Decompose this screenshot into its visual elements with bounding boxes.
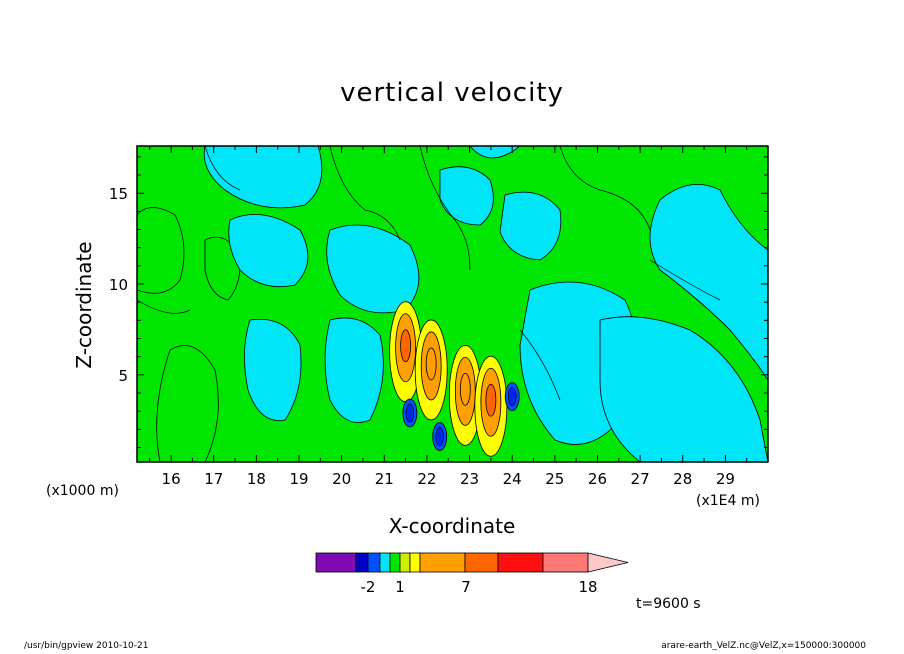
x-tick-label: 16 xyxy=(162,470,181,488)
updraft-region xyxy=(137,207,185,294)
colorbar-box xyxy=(399,552,411,573)
downdraft-core xyxy=(507,387,517,406)
x-tick-label: 26 xyxy=(588,470,607,488)
updraft-region xyxy=(156,345,219,462)
updraft-region xyxy=(204,236,241,301)
x-axis-ticks: 16 17 18 19 20 21 22 23 24 25 26 27 28 29 xyxy=(149,146,748,488)
colorbar-box xyxy=(542,552,589,573)
colorbar-box xyxy=(379,552,391,573)
time-label: t=9600 s xyxy=(636,596,701,612)
colorbar-box xyxy=(419,552,466,573)
downdraft-region xyxy=(439,166,494,226)
x-tick-label: 24 xyxy=(503,470,522,488)
y-axis-label: Z-coordinate xyxy=(72,241,96,369)
colorbar-box xyxy=(389,552,401,573)
colorbar-label: 7 xyxy=(461,578,471,596)
colorbar-label: -2 xyxy=(361,578,376,596)
colorbar: -2 1 7 18 xyxy=(315,552,629,596)
chart-title: vertical velocity xyxy=(340,78,564,108)
downdraft-core xyxy=(435,427,445,446)
y-axis-unit-note: (x1000 m) xyxy=(46,483,119,499)
x-tick-label: 20 xyxy=(332,470,351,488)
downdraft-region xyxy=(599,316,768,462)
downdraft-region xyxy=(244,318,302,422)
x-axis-unit-note: (x1E4 m) xyxy=(696,493,760,509)
downdraft-region xyxy=(228,214,309,288)
downdraft-region xyxy=(324,317,384,423)
feature-core xyxy=(459,372,471,406)
plot-frame xyxy=(136,145,769,463)
x-axis-label: X-coordinate xyxy=(388,514,516,538)
y-tick-label: 10 xyxy=(109,276,128,294)
x-tick-label: 18 xyxy=(247,470,266,488)
footer-data-source: arare-earth_VelZ.nc@VelZ,x=150000:300000 xyxy=(661,641,866,651)
feature-core xyxy=(425,347,437,381)
contour-field xyxy=(137,146,768,462)
x-tick-label: 21 xyxy=(375,470,394,488)
x-tick-label: 28 xyxy=(673,470,692,488)
y-axis-ticks: 5 10 15 xyxy=(109,156,768,448)
colorbar-box xyxy=(464,552,499,573)
colorbar-box xyxy=(497,552,544,573)
x-tick-label: 29 xyxy=(716,470,735,488)
downdraft-core xyxy=(405,403,415,423)
feature-core xyxy=(485,383,497,417)
colorbar-arrow xyxy=(587,552,629,573)
colorbar-label: 18 xyxy=(578,578,597,596)
y-tick-label: 5 xyxy=(118,367,128,385)
x-tick-label: 19 xyxy=(289,470,308,488)
colorbar-box xyxy=(409,552,421,573)
x-tick-label: 25 xyxy=(545,470,564,488)
downdraft-region xyxy=(499,191,562,261)
feature-core xyxy=(400,329,412,363)
colorbar-box xyxy=(355,552,369,573)
x-tick-label: 23 xyxy=(460,470,479,488)
x-tick-label: 22 xyxy=(417,470,436,488)
x-tick-label: 17 xyxy=(204,470,223,488)
x-tick-label: 27 xyxy=(631,470,650,488)
colorbar-box xyxy=(367,552,381,573)
y-tick-label: 15 xyxy=(109,185,128,203)
colorbar-label: 1 xyxy=(395,578,405,596)
colorbar-box xyxy=(315,552,357,573)
footer-program-date: /usr/bin/gpview 2010-10-21 xyxy=(24,641,149,651)
